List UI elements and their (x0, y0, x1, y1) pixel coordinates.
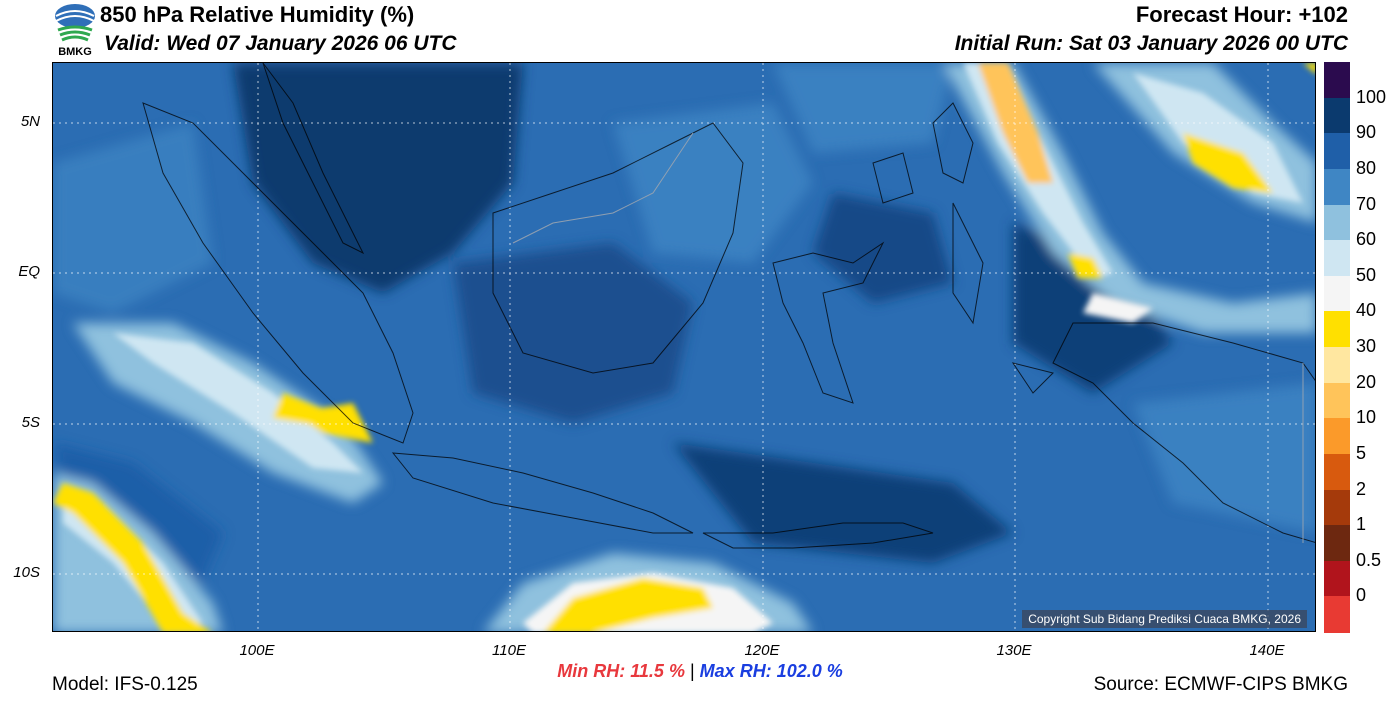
lon-label-130e: 130E (996, 642, 1032, 659)
colorbar-segment (1324, 62, 1350, 99)
colorbar-segment (1324, 311, 1350, 348)
max-rh: Max RH: 102.0 % (699, 661, 843, 681)
lat-label-10s: 10S (13, 564, 40, 581)
colorbar-segment (1324, 560, 1350, 597)
colorbar-segment (1324, 240, 1350, 277)
logo-label: BMKG (58, 46, 92, 58)
colorbar-segment (1324, 133, 1350, 170)
colorbar-label: 100 (1356, 86, 1387, 107)
bmkg-emblem-icon (55, 4, 95, 42)
forecast-hour: Forecast Hour: +102 (1135, 2, 1348, 27)
colorbar-label: 0.5 (1356, 549, 1382, 570)
valid-time: Valid: Wed 07 January 2026 06 UTC (104, 32, 457, 55)
lon-label-120e: 120E (744, 642, 780, 659)
colorbar-segment (1324, 382, 1350, 419)
colorbar-label: 1 (1356, 514, 1367, 535)
colorbar-label: 10 (1356, 407, 1377, 428)
colorbar-segment (1324, 453, 1350, 490)
colorbar-segment (1324, 97, 1350, 134)
colorbar-segment (1324, 347, 1350, 384)
colorbar-label: 20 (1356, 371, 1377, 392)
lat-label-5n: 5N (20, 113, 40, 130)
colorbar-label: 30 (1356, 336, 1377, 356)
rh-stats: Min RH: 11.5 % | Max RH: 102.0 % (0, 661, 1400, 682)
bmkg-logo: BMKG (52, 2, 98, 60)
colorbar-segment (1324, 418, 1350, 455)
humidity-map: Copyright Sub Bidang Prediksi Cuaca BMKG… (52, 62, 1316, 632)
lon-label-140e: 140E (1249, 642, 1285, 659)
lat-label-eq: EQ (18, 263, 40, 280)
chart-title: 850 hPa Relative Humidity (%) (100, 2, 415, 27)
colorbar-segment (1324, 168, 1350, 205)
colorbar-label: 40 (1356, 300, 1377, 321)
stats-separator: | (689, 661, 695, 681)
source-label: Source: ECMWF-CIPS BMKG (1093, 674, 1348, 695)
colorbar-label: 90 (1356, 122, 1377, 143)
colorbar-label: 80 (1356, 157, 1377, 178)
model-label: Model: IFS-0.125 (52, 674, 198, 695)
colorbar-label: 50 (1356, 264, 1377, 285)
colorbar-segment (1324, 204, 1350, 241)
lon-label-110e: 110E (492, 642, 526, 659)
colorbar-label: 60 (1356, 229, 1377, 250)
map-canvas (53, 63, 1315, 631)
lat-label-5s: 5S (21, 414, 40, 431)
coastlines (142, 63, 1315, 549)
colorbar-label: 70 (1356, 193, 1377, 214)
colorbar (1324, 62, 1350, 633)
colorbar-label: 5 (1356, 442, 1367, 463)
colorbar-segment (1324, 525, 1350, 562)
lon-label-100e: 100E (239, 642, 275, 659)
initial-run: Initial Run: Sat 03 January 2026 00 UTC (954, 32, 1348, 55)
colorbar-label: 0 (1356, 585, 1367, 606)
colorbar-label: 2 (1356, 478, 1367, 499)
colorbar-segment (1324, 596, 1350, 633)
map-grid (53, 63, 1315, 631)
colorbar-segment (1324, 275, 1350, 312)
colorbar-segment (1324, 489, 1350, 526)
copyright-notice: Copyright Sub Bidang Prediksi Cuaca BMKG… (1022, 610, 1307, 628)
min-rh: Min RH: 11.5 % (557, 661, 685, 681)
